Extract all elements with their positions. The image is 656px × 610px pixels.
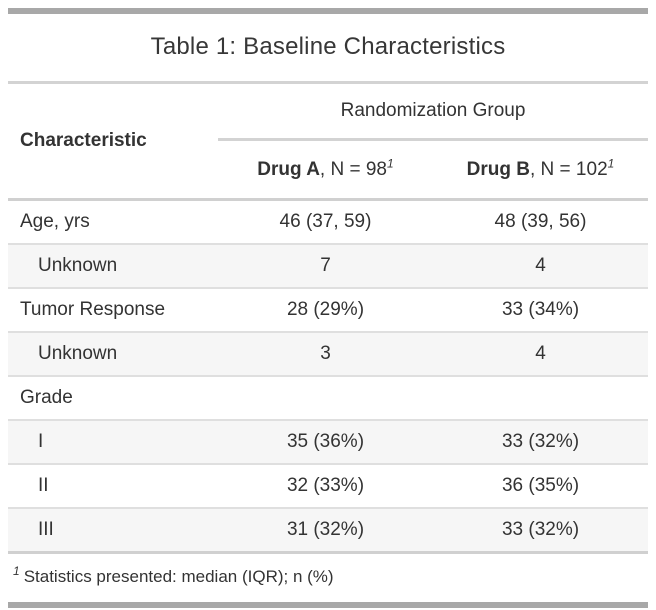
row-label: Age, yrs <box>8 199 218 245</box>
row-label: Grade <box>8 376 218 421</box>
cell-drug-b: 33 (34%) <box>433 288 649 333</box>
table-row: Grade <box>8 376 649 421</box>
cell-drug-a: 35 (36%) <box>218 420 433 465</box>
row-label: I <box>8 420 218 465</box>
column-header-drug-b: Drug B, N = 1021 <box>433 139 649 201</box>
cell-drug-b <box>433 376 649 421</box>
table-row: Tumor Response 28 (29%) 33 (34%) <box>8 288 649 333</box>
table-row: Age, yrs 46 (37, 59) 48 (39, 56) <box>8 199 649 245</box>
cell-drug-a: 32 (33%) <box>218 464 433 509</box>
drug-b-n: , N = 102 <box>530 158 608 180</box>
footnote-mark: 1 <box>607 156 615 171</box>
row-label: III <box>8 508 218 554</box>
cell-drug-a: 31 (32%) <box>218 508 433 554</box>
cell-drug-b: 33 (32%) <box>433 508 649 554</box>
table-footnote: 1 Statistics presented: median (IQR); n (… <box>8 551 649 605</box>
table-row: Unknown 7 4 <box>8 244 649 289</box>
cell-drug-b: 48 (39, 56) <box>433 199 649 245</box>
table-title: Table 1: Baseline Characteristics <box>8 11 649 84</box>
cell-drug-b: 33 (32%) <box>433 420 649 465</box>
title-row: Table 1: Baseline Characteristics <box>8 11 649 84</box>
cell-drug-b: 4 <box>433 244 649 289</box>
column-spanner-randomization-group: Randomization Group <box>218 82 649 141</box>
table-body: Age, yrs 46 (37, 59) 48 (39, 56) Unknown 7 4 T… <box>8 199 649 554</box>
table-header: Table 1: Baseline Characteristics Charac… <box>8 11 649 201</box>
row-label: Unknown <box>8 332 218 377</box>
cell-drug-a: 46 (37, 59) <box>218 199 433 245</box>
spanner-row: Characteristic Randomization Group <box>8 82 649 201</box>
table-row: I 35 (36%) 33 (32%) <box>8 420 649 465</box>
cell-drug-a: 3 <box>218 332 433 377</box>
column-header-characteristic: Characteristic <box>8 82 218 201</box>
cell-drug-b: 4 <box>433 332 649 377</box>
footnote-text: Statistics presented: median (IQR); n (%… <box>23 567 334 586</box>
footnote-mark: 1 <box>387 156 394 171</box>
drug-a-n: , N = 98 <box>319 158 387 180</box>
cell-drug-a <box>218 376 433 421</box>
row-label: Unknown <box>8 244 218 289</box>
footnote-row: 1 Statistics presented: median (IQR); n (… <box>8 551 649 605</box>
column-header-drug-a: Drug A, N = 981 <box>218 139 433 201</box>
row-label: Tumor Response <box>8 288 218 333</box>
row-label: II <box>8 464 218 509</box>
table-row: Unknown 3 4 <box>8 332 649 377</box>
drug-a-name: Drug A <box>257 158 320 180</box>
table-footer: 1 Statistics presented: median (IQR); n (… <box>8 551 649 605</box>
cell-drug-b: 36 (35%) <box>433 464 649 509</box>
spanner-label: Randomization Group <box>340 100 526 121</box>
baseline-characteristics-table: Table 1: Baseline Characteristics Charac… <box>8 8 649 608</box>
footnote-mark: 1 <box>13 564 20 579</box>
cell-drug-a: 7 <box>218 244 433 289</box>
table-row: III 31 (32%) 33 (32%) <box>8 508 649 554</box>
table-row: II 32 (33%) 36 (35%) <box>8 464 649 509</box>
column-labels-row: Drug A, N = 981 Drug B, N = 1021 <box>8 139 649 201</box>
drug-b-name: Drug B <box>466 158 530 180</box>
cell-drug-a: 28 (29%) <box>218 288 433 333</box>
